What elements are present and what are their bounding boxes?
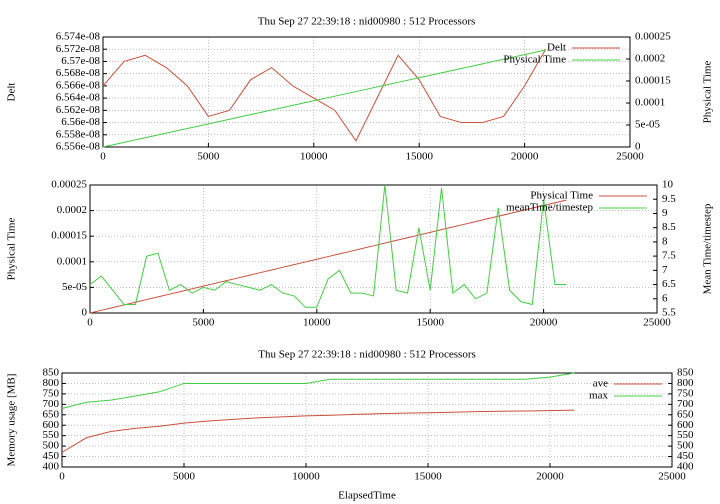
y-tick-label: 750 bbox=[43, 387, 60, 399]
plot-frame bbox=[89, 184, 658, 314]
y-tick-label: 600 bbox=[43, 419, 60, 431]
series-line bbox=[102, 48, 547, 142]
x-tick-label: 25000 bbox=[658, 471, 686, 483]
y2-tick-label: 550 bbox=[677, 429, 694, 441]
y-tick-label: 6.558e-08 bbox=[56, 128, 101, 140]
y2-tick-label: 8 bbox=[662, 235, 668, 247]
plot-frame bbox=[61, 372, 673, 468]
chart-title: Thu Sep 27 22:39:18 : nid00980 : 512 Pro… bbox=[258, 16, 476, 28]
series-line bbox=[61, 372, 575, 409]
series-line bbox=[61, 409, 575, 453]
legend-label: meanTime/timestep bbox=[506, 202, 593, 214]
x-tick-label: 10000 bbox=[303, 317, 331, 329]
y2-tick-label: 400 bbox=[677, 461, 694, 473]
y2-tick-label: 750 bbox=[677, 387, 694, 399]
y-tick-label: 650 bbox=[43, 408, 60, 420]
y-tick-label: 0.00015 bbox=[51, 230, 87, 242]
y2-tick-label: 0.0002 bbox=[635, 53, 665, 65]
y2-tick-label: 0 bbox=[635, 141, 641, 153]
y-tick-label: 0.0001 bbox=[57, 255, 87, 267]
y2-tick-label: 5.5 bbox=[662, 307, 676, 319]
x-tick-label: 15000 bbox=[414, 471, 442, 483]
y2-tick-label: 600 bbox=[677, 419, 694, 431]
y-axis-label: Memory usage [MB] bbox=[6, 374, 18, 467]
y-tick-label: 6.572e-08 bbox=[56, 43, 101, 55]
legend-label: Physical Time bbox=[503, 54, 566, 66]
x-tick-label: 25000 bbox=[616, 151, 644, 163]
y-tick-label: 700 bbox=[43, 398, 60, 410]
y-tick-label: 6.56e-08 bbox=[61, 116, 100, 128]
y-tick-label: 6.566e-08 bbox=[56, 79, 101, 91]
y-tick-label: 0.0002 bbox=[57, 204, 87, 216]
x-tick-label: 15000 bbox=[405, 151, 433, 163]
y-tick-label: 450 bbox=[43, 450, 60, 462]
legend-label: Delt bbox=[547, 42, 566, 54]
y-tick-label: 0 bbox=[82, 307, 88, 319]
legend-label: Physical Time bbox=[530, 190, 593, 202]
series-line bbox=[89, 184, 567, 308]
y2-tick-label: 9.5 bbox=[662, 193, 676, 205]
y2-tick-label: 8.5 bbox=[662, 221, 676, 233]
y2-tick-label: 0.0001 bbox=[635, 97, 665, 109]
x-axis-label: ElapsedTime bbox=[338, 490, 396, 502]
y-tick-label: 500 bbox=[43, 440, 60, 452]
y2-tick-label: 7.5 bbox=[662, 250, 676, 262]
y2-tick-label: 800 bbox=[677, 377, 694, 389]
y-tick-label: 550 bbox=[43, 429, 60, 441]
x-tick-label: 5000 bbox=[173, 471, 196, 483]
y2-tick-label: 650 bbox=[677, 408, 694, 420]
legend-label: ave bbox=[593, 378, 608, 390]
y-tick-label: 400 bbox=[43, 461, 60, 473]
y-tick-label: 6.568e-08 bbox=[56, 67, 101, 79]
y2-axis-label: Physical Time bbox=[702, 61, 714, 124]
x-tick-label: 10000 bbox=[300, 151, 328, 163]
x-tick-label: 25000 bbox=[643, 317, 671, 329]
series-line bbox=[89, 199, 567, 314]
x-tick-label: 5000 bbox=[192, 317, 215, 329]
y-axis-label: Physical Time bbox=[6, 218, 18, 281]
legend-label: max bbox=[589, 390, 608, 402]
y2-tick-label: 700 bbox=[677, 398, 694, 410]
y-tick-label: 0.00025 bbox=[51, 179, 87, 191]
plot-frame bbox=[102, 36, 631, 148]
x-tick-label: 0 bbox=[87, 317, 93, 329]
x-tick-label: 0 bbox=[59, 471, 65, 483]
y-tick-label: 6.574e-08 bbox=[56, 31, 101, 43]
y-axis-label: Delt bbox=[6, 83, 18, 102]
y-tick-label: 6.57e-08 bbox=[61, 55, 100, 67]
y2-tick-label: 850 bbox=[677, 367, 694, 379]
y2-tick-label: 450 bbox=[677, 450, 694, 462]
y-tick-label: 6.562e-08 bbox=[56, 104, 101, 116]
y2-tick-label: 0.00015 bbox=[635, 75, 671, 87]
y2-axis-label: Mean Time/timestep bbox=[702, 203, 714, 294]
x-tick-label: 5000 bbox=[197, 151, 220, 163]
y2-tick-label: 10 bbox=[662, 179, 674, 191]
y-tick-label: 6.564e-08 bbox=[56, 92, 101, 104]
x-tick-label: 10000 bbox=[292, 471, 320, 483]
y2-tick-label: 0.00025 bbox=[635, 31, 671, 43]
x-tick-label: 15000 bbox=[416, 317, 444, 329]
y-tick-label: 5e-05 bbox=[62, 281, 88, 293]
y2-tick-label: 9 bbox=[662, 207, 668, 219]
y2-tick-label: 5e-05 bbox=[635, 119, 661, 131]
chart-title: Thu Sep 27 22:39:18 : nid00980 : 512 Pro… bbox=[258, 349, 476, 361]
x-tick-label: 20000 bbox=[530, 317, 558, 329]
y-tick-label: 850 bbox=[43, 367, 60, 379]
y-tick-label: 6.556e-08 bbox=[56, 141, 101, 153]
x-tick-label: 0 bbox=[100, 151, 106, 163]
y2-tick-label: 6 bbox=[662, 292, 668, 304]
y2-tick-label: 6.5 bbox=[662, 278, 676, 290]
x-tick-label: 20000 bbox=[511, 151, 539, 163]
y-tick-label: 800 bbox=[43, 377, 60, 389]
y2-tick-label: 500 bbox=[677, 440, 694, 452]
y2-tick-label: 7 bbox=[662, 264, 668, 276]
x-tick-label: 20000 bbox=[536, 471, 564, 483]
series-line bbox=[102, 49, 546, 148]
